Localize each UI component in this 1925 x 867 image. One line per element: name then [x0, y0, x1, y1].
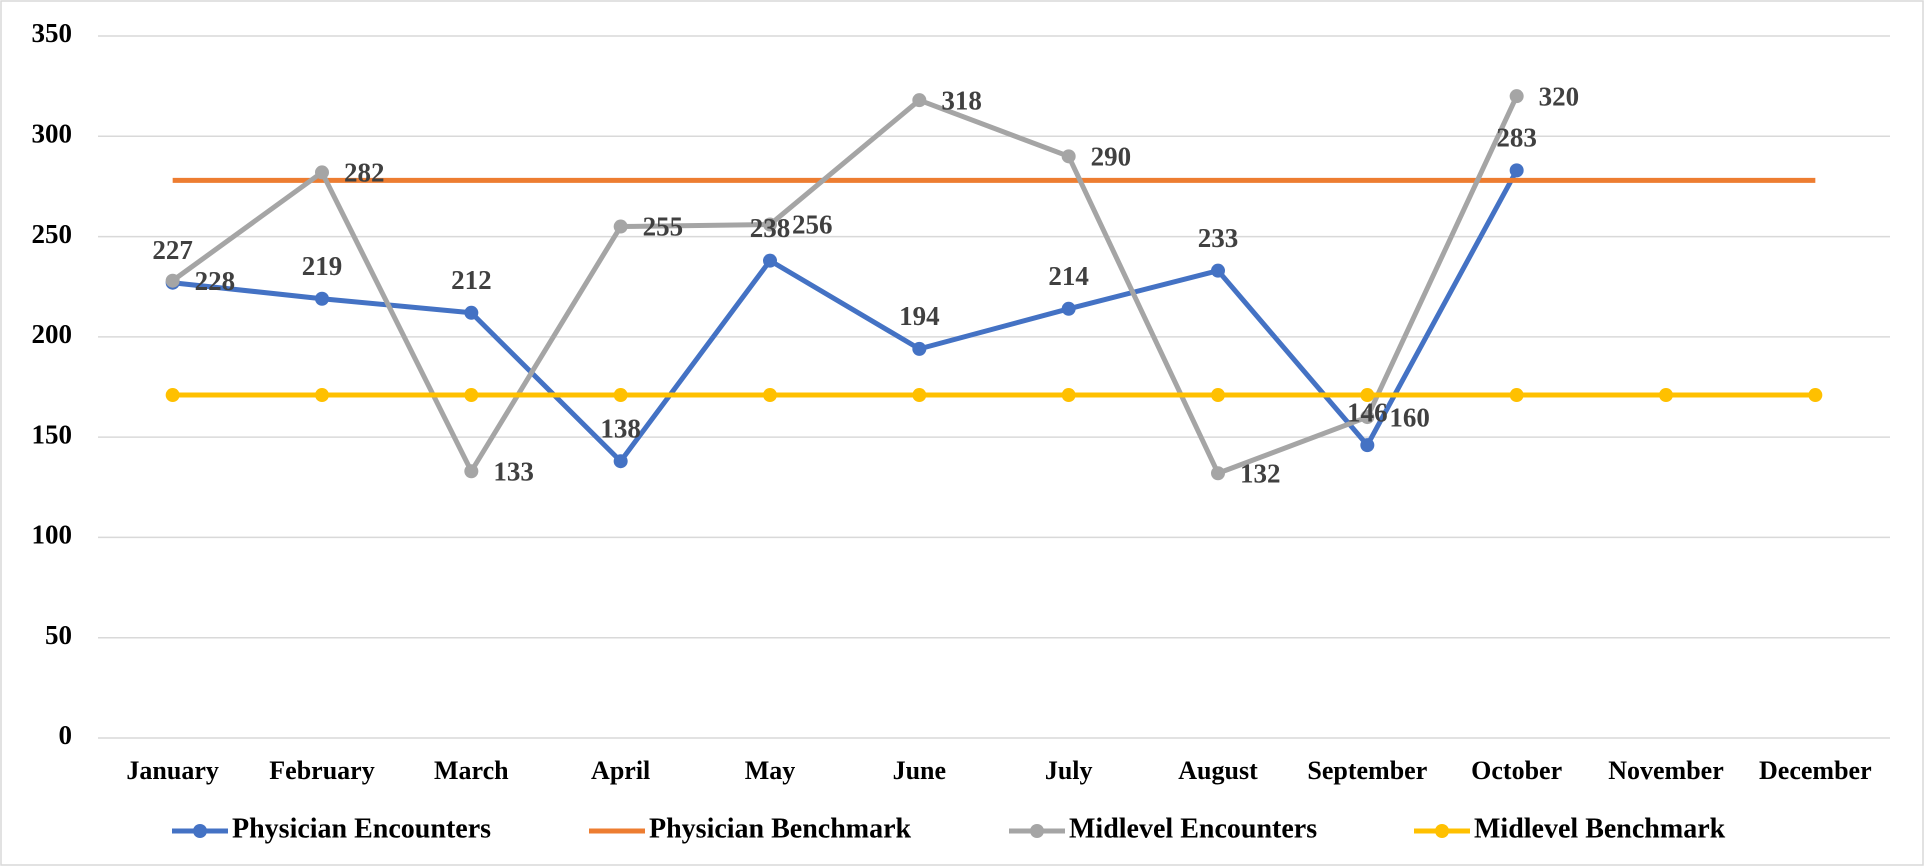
data-label: 318 — [941, 85, 982, 115]
point-marker — [315, 291, 329, 306]
point-marker — [1509, 163, 1524, 178]
y-tick-label: 350 — [32, 18, 73, 48]
legend-label: Physician Benchmark — [649, 813, 912, 844]
legend-label: Midlevel Encounters — [1069, 813, 1317, 844]
legend-label: Physician Encounters — [232, 813, 491, 844]
x-tick-label: June — [893, 756, 946, 785]
data-label: 227 — [152, 235, 193, 265]
point-marker — [613, 388, 628, 403]
data-label: 132 — [1240, 458, 1281, 488]
legend-marker — [1435, 824, 1449, 838]
point-marker — [1509, 388, 1524, 403]
point-marker — [464, 464, 479, 479]
x-tick-label: March — [434, 756, 509, 785]
data-label: 138 — [600, 413, 641, 443]
point-marker — [613, 219, 628, 234]
point-marker — [464, 388, 479, 403]
legend-label: Midlevel Benchmark — [1474, 813, 1726, 844]
point-marker — [763, 217, 777, 232]
legend-marker — [1030, 824, 1044, 838]
y-tick-label: 200 — [32, 319, 73, 349]
x-tick-label: September — [1307, 756, 1427, 785]
data-label: 283 — [1496, 123, 1537, 153]
data-label: 214 — [1048, 261, 1089, 291]
data-label: 228 — [195, 266, 236, 296]
data-label: 212 — [451, 265, 492, 295]
y-tick-label: 100 — [32, 520, 73, 550]
y-tick-label: 250 — [32, 219, 73, 249]
point-marker — [1360, 388, 1375, 403]
point-marker — [1360, 410, 1375, 425]
point-marker — [912, 341, 927, 356]
x-tick-label: October — [1471, 756, 1562, 785]
point-marker — [763, 388, 777, 403]
x-tick-label: August — [1178, 756, 1258, 785]
data-label: 282 — [344, 158, 385, 188]
point-marker — [1360, 438, 1375, 453]
data-label: 133 — [493, 456, 534, 486]
point-marker — [165, 273, 180, 288]
data-label: 160 — [1389, 402, 1430, 432]
point-marker — [1211, 388, 1225, 403]
point-marker — [613, 454, 628, 469]
point-marker — [1061, 149, 1076, 164]
y-tick-label: 300 — [32, 118, 73, 148]
point-marker — [1211, 263, 1225, 278]
y-tick-label: 50 — [45, 620, 72, 650]
point-marker — [464, 305, 479, 320]
data-label: 290 — [1091, 142, 1132, 172]
x-tick-label: December — [1759, 756, 1872, 785]
x-tick-label: April — [591, 756, 650, 785]
data-label: 238 — [750, 213, 791, 243]
point-marker — [315, 388, 329, 403]
data-label: 255 — [643, 212, 684, 242]
point-marker — [1808, 388, 1823, 403]
legend-marker — [193, 824, 207, 838]
data-label: 256 — [792, 210, 833, 240]
x-tick-label: May — [745, 756, 796, 785]
point-marker — [1211, 466, 1225, 481]
data-label: 320 — [1539, 81, 1580, 111]
series-line — [172, 169, 1519, 464]
point-marker — [165, 388, 180, 403]
y-tick-label: 150 — [32, 419, 73, 449]
x-tick-label: November — [1608, 756, 1724, 785]
x-tick-label: July — [1045, 756, 1093, 785]
x-tick-label: February — [269, 756, 374, 785]
data-label: 194 — [899, 301, 940, 331]
point-marker — [912, 93, 927, 108]
x-tick-label: January — [126, 756, 218, 785]
point-marker — [763, 253, 777, 268]
point-marker — [1061, 301, 1076, 316]
data-label: 146 — [1347, 397, 1388, 427]
series-line — [171, 95, 1519, 476]
point-marker — [315, 165, 329, 180]
point-marker — [1061, 388, 1076, 403]
point-marker — [1509, 89, 1524, 104]
point-marker — [1659, 388, 1673, 403]
y-tick-label: 0 — [59, 720, 73, 750]
point-marker — [912, 388, 927, 403]
data-label: 219 — [302, 251, 343, 281]
data-label: 233 — [1198, 223, 1239, 253]
